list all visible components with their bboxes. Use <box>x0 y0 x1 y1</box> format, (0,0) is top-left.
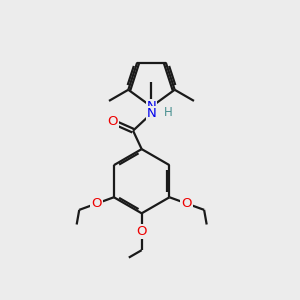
Text: H: H <box>164 106 172 119</box>
Text: O: O <box>136 225 147 238</box>
Text: N: N <box>147 107 156 120</box>
Text: O: O <box>91 197 102 210</box>
Text: N: N <box>147 100 156 113</box>
Text: O: O <box>182 197 192 210</box>
Text: O: O <box>108 115 118 128</box>
